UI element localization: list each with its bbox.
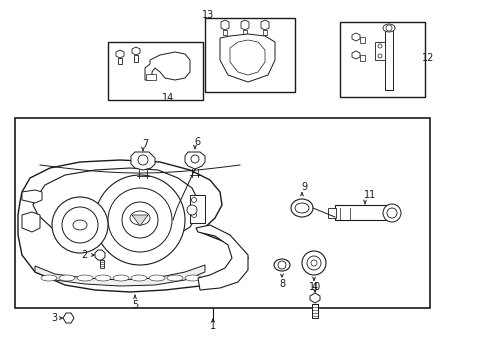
Polygon shape [63,313,74,323]
Polygon shape [22,212,40,232]
Bar [100,260,104,268]
Polygon shape [35,265,204,286]
Bar [223,30,226,35]
Ellipse shape [95,275,111,281]
Bar [243,30,246,35]
Polygon shape [221,20,228,30]
Text: 12: 12 [421,53,433,63]
Polygon shape [351,33,359,41]
Circle shape [310,260,316,266]
Text: 1: 1 [209,321,216,331]
Polygon shape [184,152,204,169]
Bar [134,55,138,62]
Bar [359,37,364,43]
Polygon shape [132,47,140,55]
Circle shape [191,198,196,202]
Bar [146,74,156,80]
Text: 3: 3 [51,313,57,323]
Polygon shape [18,160,247,292]
Circle shape [62,207,98,243]
Ellipse shape [382,24,394,32]
Ellipse shape [149,275,164,281]
Polygon shape [145,52,190,80]
Ellipse shape [59,275,75,281]
Polygon shape [116,50,124,58]
Circle shape [108,188,172,252]
Bar [204,18,294,92]
Ellipse shape [130,211,150,225]
Polygon shape [351,51,359,59]
Polygon shape [309,293,319,303]
Circle shape [186,205,197,215]
Circle shape [377,54,381,58]
Bar [339,22,424,97]
Circle shape [302,251,325,275]
Ellipse shape [184,275,201,281]
Ellipse shape [73,220,87,230]
Bar [334,205,389,220]
Text: 6: 6 [194,137,200,147]
Ellipse shape [131,275,147,281]
Bar [190,195,204,223]
Ellipse shape [294,203,308,213]
Ellipse shape [167,275,183,281]
Polygon shape [220,34,274,82]
Polygon shape [132,215,148,226]
Text: 5: 5 [132,300,138,310]
Polygon shape [33,168,198,244]
Bar [384,28,392,90]
Circle shape [138,155,148,165]
Polygon shape [22,190,42,203]
Bar [374,42,384,60]
Circle shape [191,155,199,163]
Bar [311,304,317,318]
Ellipse shape [77,275,93,281]
Circle shape [306,256,320,270]
Circle shape [122,202,158,238]
Bar [118,58,122,64]
Polygon shape [95,250,105,260]
Ellipse shape [273,259,289,271]
Bar [15,118,429,308]
Text: 9: 9 [300,182,306,192]
Polygon shape [229,40,264,75]
Circle shape [191,212,196,217]
Polygon shape [261,20,268,30]
Circle shape [95,175,184,265]
Polygon shape [241,20,248,30]
Text: 11: 11 [363,190,375,200]
Bar [108,42,203,100]
Circle shape [377,44,381,48]
Ellipse shape [290,199,312,217]
Bar [359,55,364,61]
Polygon shape [196,225,247,290]
Bar [327,208,335,218]
Text: 13: 13 [202,10,214,20]
Text: 10: 10 [308,282,321,292]
Circle shape [52,197,108,253]
Text: 14: 14 [162,93,174,103]
Circle shape [385,25,391,31]
Circle shape [386,208,396,218]
Bar [263,30,266,35]
Text: 4: 4 [311,282,317,292]
Polygon shape [131,152,155,170]
Text: 7: 7 [142,139,148,149]
Text: 8: 8 [278,279,285,289]
Ellipse shape [41,275,57,281]
Circle shape [278,261,285,269]
Ellipse shape [113,275,129,281]
Text: 2: 2 [81,250,87,260]
Circle shape [382,204,400,222]
